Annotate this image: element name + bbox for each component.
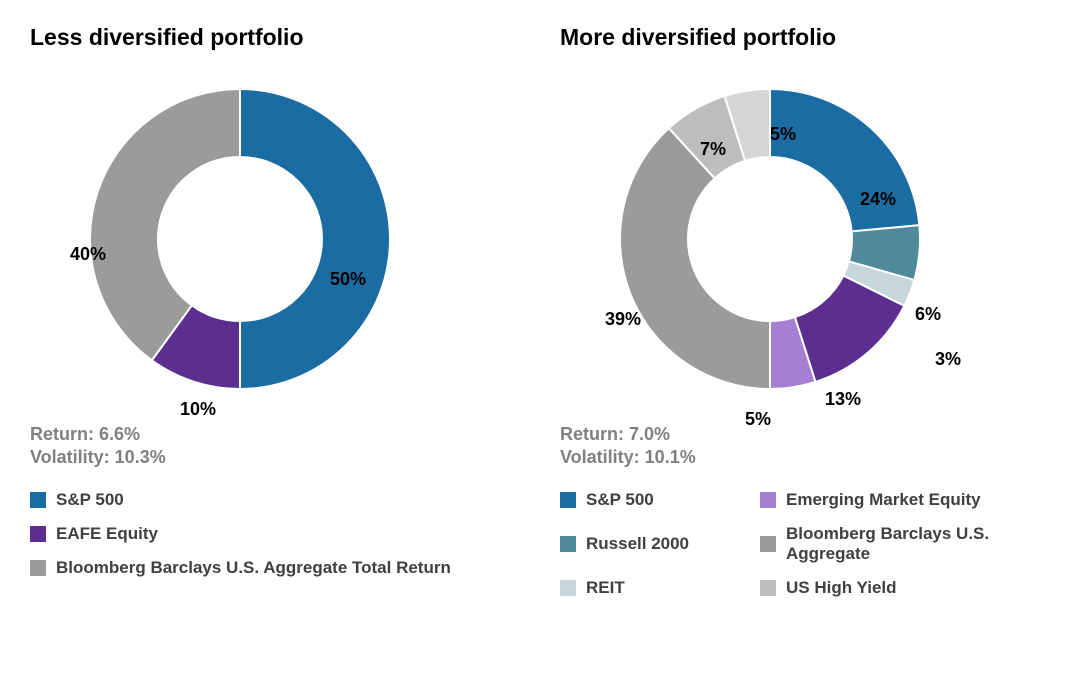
legend-swatch — [560, 580, 576, 596]
right-panel: More diversified portfolio 24% 6% 3% 13% 5% 3… — [540, 24, 1070, 598]
legend-swatch — [760, 492, 776, 508]
legend-label: EAFE Equity — [56, 524, 158, 544]
legend-label: S&P 500 — [586, 490, 654, 510]
slice-label: 5% — [770, 124, 796, 145]
right-donut-wrap: 24%6%3%13%5%39%7%5% — [560, 59, 980, 419]
legend-item: EAFE Equity — [30, 524, 520, 544]
legend-item: S&P 500 — [30, 490, 520, 510]
left-donut-wrap: 50% 10% 40% — [30, 59, 450, 419]
legend-label: Russell 2000 — [586, 534, 689, 554]
slice-label: 5% — [745, 409, 771, 430]
donut-slice — [770, 89, 919, 231]
legend-label: US High Yield — [786, 578, 897, 598]
legend-label: REIT — [586, 578, 625, 598]
right-volatility: Volatility: 10.1% — [560, 446, 1050, 469]
legend-swatch — [560, 492, 576, 508]
legend-label: Bloomberg Barclays U.S. Aggregate Total … — [56, 558, 451, 578]
slice-label: 24% — [860, 189, 896, 210]
legend-swatch — [30, 526, 46, 542]
chart-container: Less diversified portfolio 50% 10% 40% Ret… — [0, 0, 1080, 608]
slice-label: 6% — [915, 304, 941, 325]
legend-item: Emerging Market Equity — [760, 490, 1050, 510]
left-volatility: Volatility: 10.3% — [30, 446, 520, 469]
left-title: Less diversified portfolio — [30, 24, 520, 51]
legend-item: Russell 2000 — [560, 524, 750, 564]
legend-swatch — [760, 536, 776, 552]
left-legend: S&P 500 EAFE Equity Bloomberg Barclays U.S… — [30, 490, 520, 578]
right-stats: Return: 7.0% Volatility: 10.1% — [560, 423, 1050, 470]
legend-swatch — [30, 492, 46, 508]
slice-label: 3% — [935, 349, 961, 370]
legend-label: Emerging Market Equity — [786, 490, 981, 510]
legend-item: US High Yield — [760, 578, 1050, 598]
legend-label: Bloomberg Barclays U.S. Aggregate — [786, 524, 1050, 564]
legend-item: S&P 500 — [560, 490, 750, 510]
slice-label: 7% — [700, 139, 726, 160]
slice-label: 50% — [330, 269, 366, 290]
legend-label: S&P 500 — [56, 490, 124, 510]
legend-swatch — [560, 536, 576, 552]
slice-label: 13% — [825, 389, 861, 410]
legend-item: Bloomberg Barclays U.S. Aggregate — [760, 524, 1050, 564]
donut-slice — [620, 128, 770, 389]
right-donut-chart — [560, 59, 980, 419]
left-panel: Less diversified portfolio 50% 10% 40% Ret… — [10, 24, 540, 598]
legend-item: REIT — [560, 578, 750, 598]
legend-item: Bloomberg Barclays U.S. Aggregate Total … — [30, 558, 520, 578]
slice-label: 10% — [180, 399, 216, 420]
donut-slice — [240, 89, 390, 389]
slice-label: 39% — [605, 309, 641, 330]
slice-label: 40% — [70, 244, 106, 265]
right-legend: S&P 500 Emerging Market Equity Russell 200… — [560, 490, 1050, 598]
left-donut-chart — [30, 59, 450, 419]
left-return: Return: 6.6% — [30, 423, 520, 446]
legend-swatch — [760, 580, 776, 596]
right-title: More diversified portfolio — [560, 24, 1050, 51]
right-return: Return: 7.0% — [560, 423, 1050, 446]
left-stats: Return: 6.6% Volatility: 10.3% — [30, 423, 520, 470]
legend-swatch — [30, 560, 46, 576]
